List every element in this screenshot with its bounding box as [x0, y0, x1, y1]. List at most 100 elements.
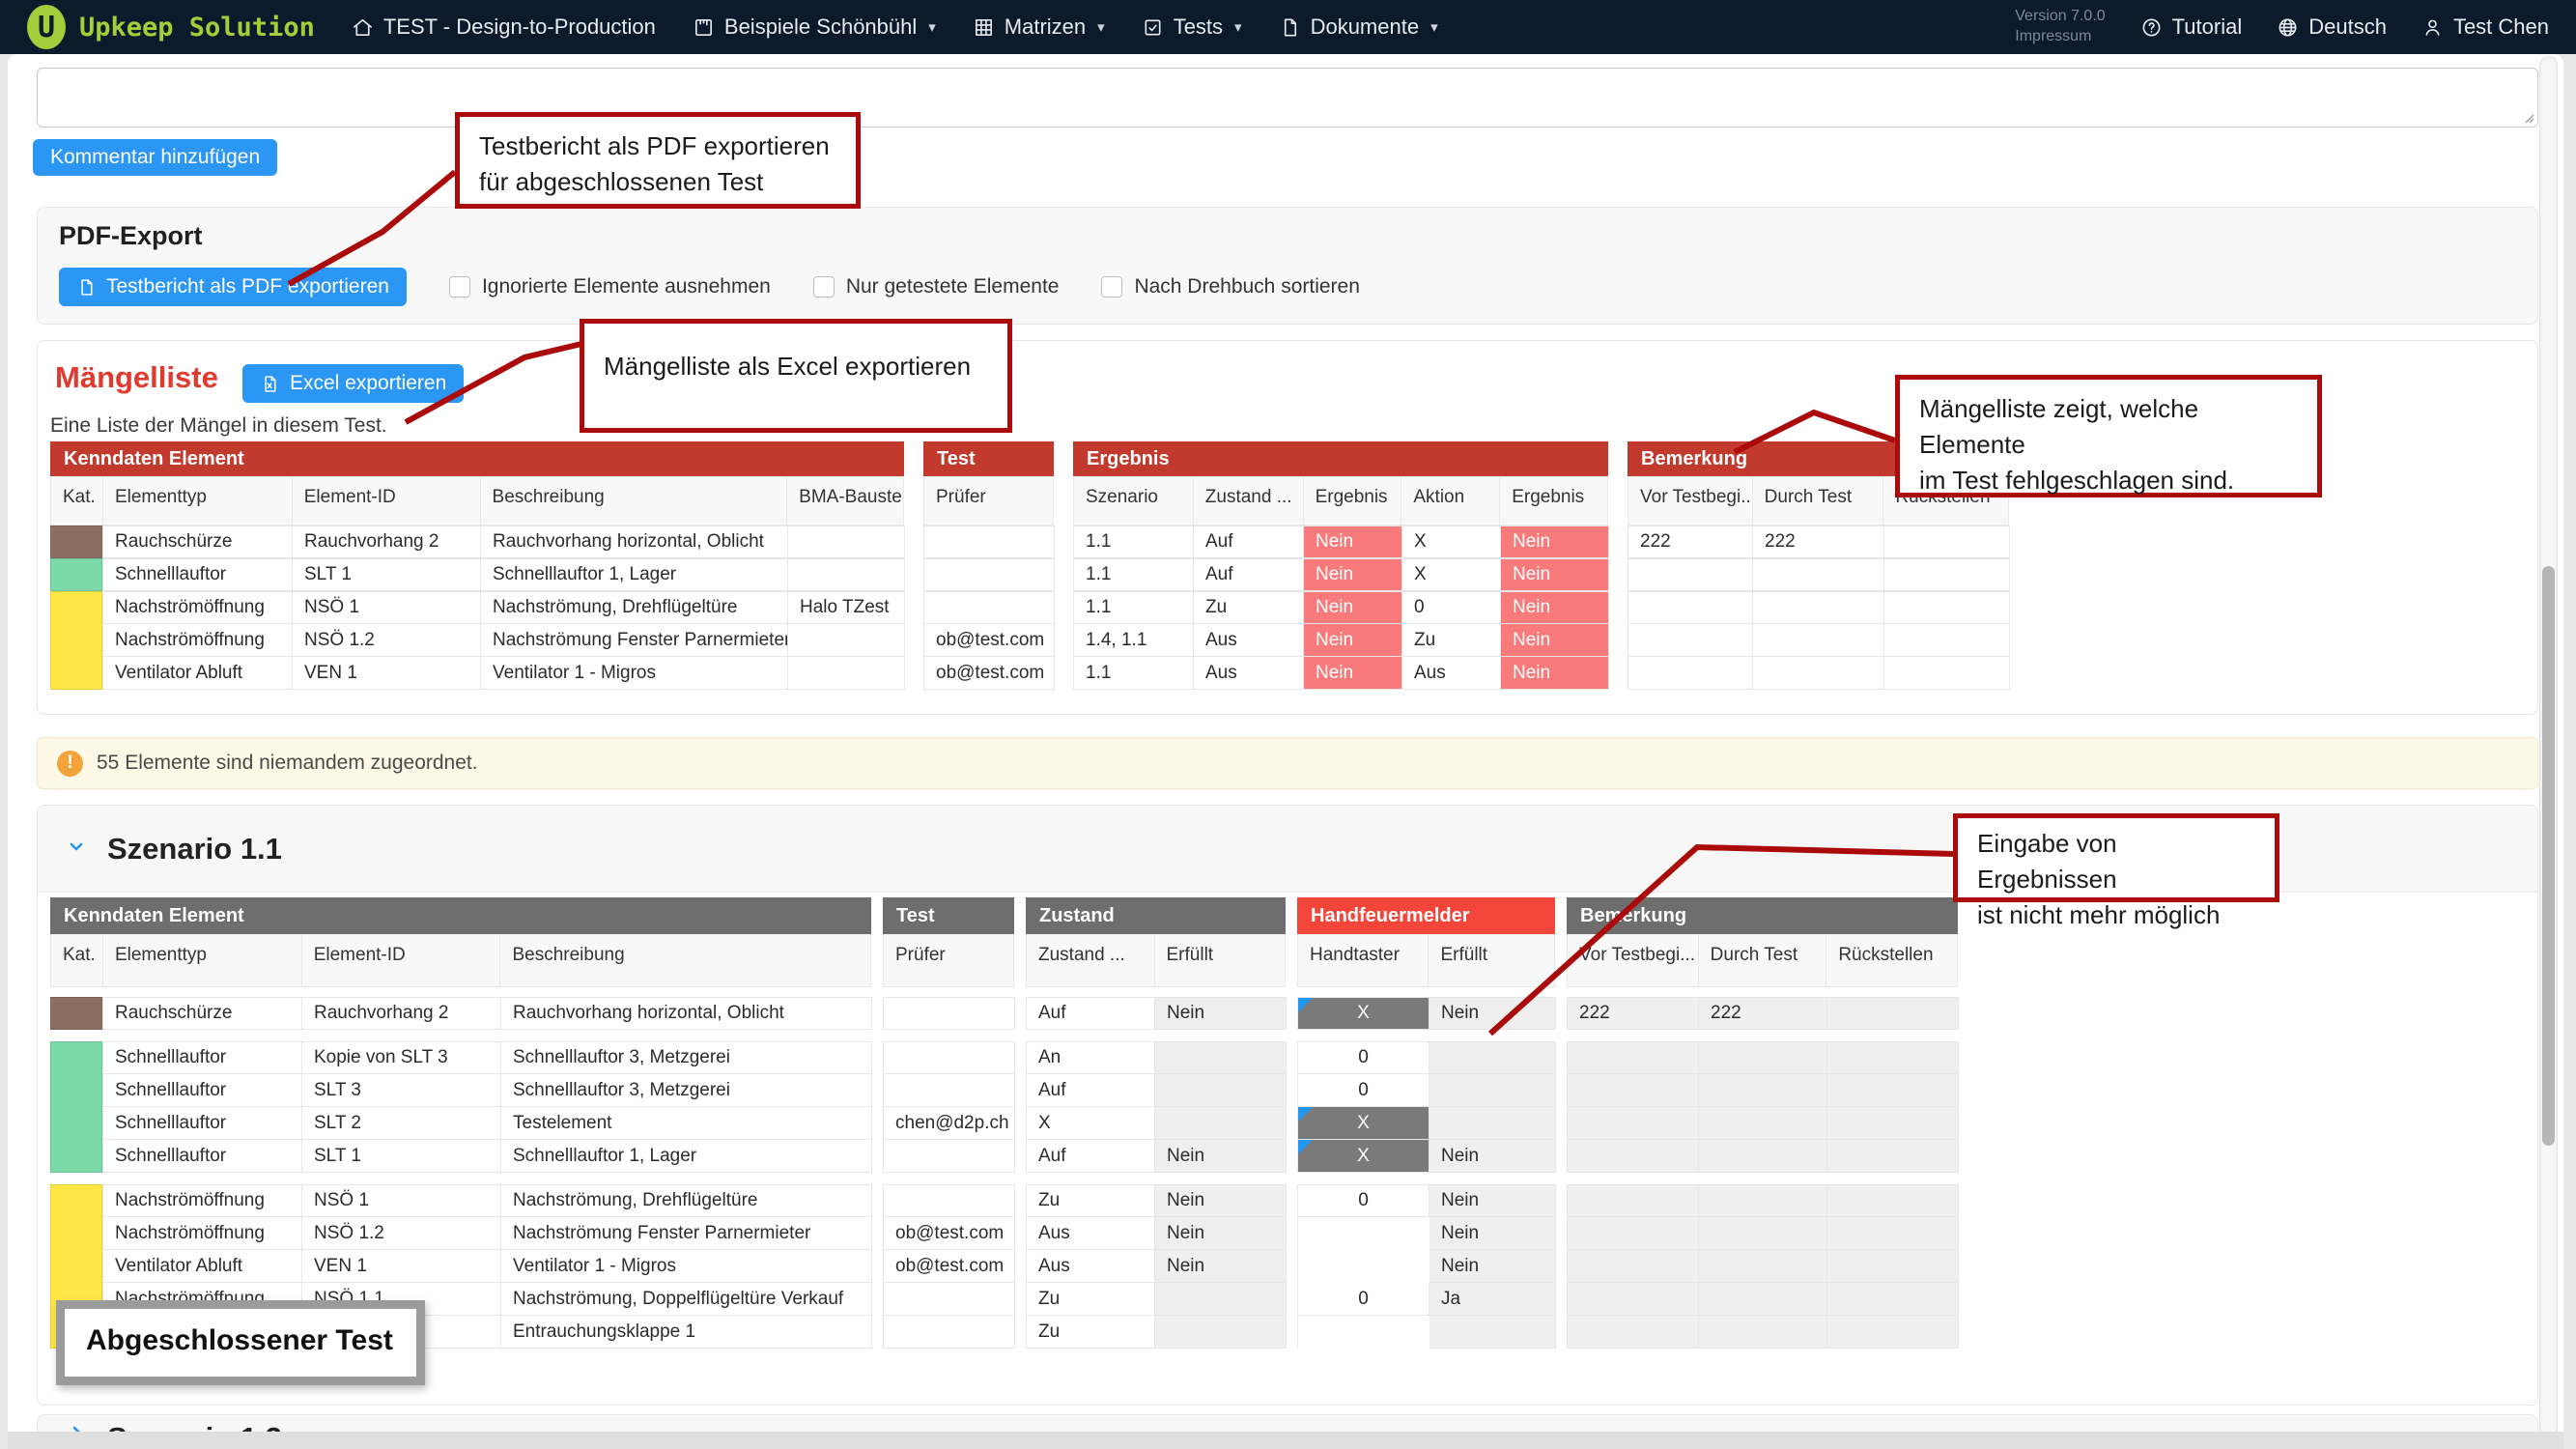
note-marker-icon — [1298, 1140, 1313, 1154]
comment-textarea[interactable] — [37, 68, 2538, 128]
table-cell — [1568, 1283, 1699, 1316]
table-cell: Zu — [1402, 624, 1501, 657]
nav-link-tutorial[interactable]: Tutorial — [2140, 14, 2243, 40]
add-comment-button[interactable]: Kommentar hinzufügen — [33, 139, 278, 176]
table-cell — [1568, 1316, 1699, 1349]
table-cell: 222 — [1753, 526, 1884, 558]
nav-link-test-chen[interactable]: Test Chen — [2421, 14, 2549, 40]
table-cell — [1430, 1107, 1556, 1140]
note-marker-icon — [1298, 1107, 1313, 1122]
category-color-cell — [50, 1041, 102, 1173]
table-cell: X — [1402, 559, 1501, 591]
table-row: Auf — [1026, 1074, 1287, 1107]
warning-banner: ! 55 Elemente sind niemandem zugeordnet. — [37, 737, 2538, 789]
table-row: Zu — [1026, 1283, 1287, 1316]
vertical-scrollbar-track[interactable] — [2539, 56, 2558, 1445]
table-cell: 222 — [1568, 998, 1699, 1030]
checkbox[interactable] — [812, 276, 835, 298]
table-column-headers: Szenario Zustand ... Ergebnis Aktion Ergebni… — [1073, 476, 1608, 526]
resize-grip-icon[interactable] — [2521, 110, 2534, 124]
nav-item-4[interactable]: Tests ▾ — [1142, 14, 1242, 40]
table-cell — [1155, 1107, 1287, 1140]
table-cell — [1568, 1074, 1699, 1107]
main-content: Kommentar hinzufügen PDF-Export Testberi… — [8, 54, 2563, 1449]
table-cell: Schnelllauftor — [103, 1042, 302, 1074]
category-color-cell — [50, 558, 102, 591]
table-cell — [1827, 1217, 1959, 1250]
table-group: Kenndaten Element Kat. Elementtyp Element-I… — [50, 441, 905, 690]
category-color-cell — [50, 526, 102, 558]
nav-link-deutsch[interactable]: Deutsch — [2277, 14, 2387, 40]
export-excel-button[interactable]: Excel exportieren — [242, 364, 465, 403]
impressum-link[interactable]: Impressum — [2015, 28, 2092, 44]
table-cell — [1827, 1042, 1959, 1074]
table-cell: Nein — [1155, 1140, 1287, 1173]
checkbox[interactable] — [1101, 276, 1123, 298]
table-cell: X — [1298, 998, 1430, 1030]
nav-item-5[interactable]: Dokumente ▾ — [1279, 14, 1438, 40]
table-row: 1.1 Zu Nein 0 Nein — [1073, 591, 1609, 624]
table-cell: Nein — [1501, 526, 1609, 558]
table-body: XNein00XXNein0NeinAusNeinAusNein0JaAus — [1297, 987, 1556, 1349]
table-cell: Nachströmung Fenster Parnermieter — [481, 624, 788, 657]
table-cell — [1430, 1042, 1556, 1074]
nav-item-2[interactable]: Beispiele Schönbühl ▾ — [693, 14, 936, 40]
table-cell: 0 — [1298, 1283, 1430, 1316]
nav-item-label: Beispiele Schönbühl — [723, 14, 918, 39]
annotation-line: Mängelliste zeigt, welche Elemente — [1919, 394, 2199, 459]
chevron-down-icon[interactable] — [65, 835, 88, 863]
row-block: 0NeinAusNeinAusNein0JaAus — [1297, 1184, 1556, 1349]
table-cell: Nein — [1155, 1250, 1287, 1283]
table-cell — [884, 998, 1015, 1030]
annotation-line: Eingabe von Ergebnissen — [1977, 829, 2117, 894]
column-header: Erfüllt — [1154, 935, 1286, 987]
nav-item-3[interactable]: Matrizen ▾ — [973, 14, 1105, 40]
nav-item-1[interactable]: TEST - Design-to-Production — [352, 14, 656, 40]
table-cell — [884, 1185, 1015, 1217]
column-header: Kat. — [51, 935, 103, 987]
table-row: chen@d2p.ch — [883, 1107, 1015, 1140]
table-row: Rauchschürze Rauchvorhang 2 Rauchvorhang h… — [102, 997, 872, 1030]
table-row — [1567, 1074, 1959, 1107]
table-group-header: Kenndaten Element — [50, 897, 871, 934]
nav-link-label: Tutorial — [2171, 14, 2243, 39]
table-cell — [788, 559, 905, 591]
caret-down-icon: ▾ — [1097, 19, 1105, 36]
pdf-option-3: Nach Drehbuch sortieren — [1101, 275, 1360, 298]
table-cell: SLT 1 — [302, 1140, 501, 1173]
vertical-scrollbar-thumb[interactable] — [2542, 566, 2555, 1146]
table-cell — [1884, 624, 2010, 657]
table-group: Ergebnis Szenario Zustand ... Ergebnis Aktio… — [1073, 441, 1609, 690]
table-row — [883, 997, 1015, 1030]
column-header: Vor Testbegi... — [1628, 477, 1753, 526]
table-cell: Auf — [1027, 1074, 1155, 1107]
export-pdf-button[interactable]: Testbericht als PDF exportieren — [59, 268, 407, 306]
column-header: Handtaster — [1298, 935, 1430, 987]
table-cell: Schnelllauftor 1, Lager — [481, 559, 788, 591]
table-cell: Rauchvorhang 2 — [302, 998, 501, 1030]
table-row: ob@test.com — [883, 1250, 1015, 1283]
brand[interactable]: U Upkeep Solution — [27, 5, 315, 49]
table-cell: Nachströmöffnung — [103, 592, 293, 624]
nav-menu: TEST - Design-to-Production Beispiele Sch… — [352, 14, 1438, 40]
column-header: Element-ID — [292, 477, 481, 526]
table-row: Nachströmöffnung NSÖ 1.2 Nachströmung Fens… — [102, 1217, 872, 1250]
table-row: ob@test.com — [923, 624, 1055, 657]
column-header: Kat. — [51, 477, 103, 526]
nav-link-label: Deutsch — [2308, 14, 2387, 39]
table-cell: Rauchschürze — [103, 526, 293, 558]
table-cell — [1628, 592, 1753, 624]
table-group-header: Test — [923, 441, 1054, 476]
table-row — [1567, 1217, 1959, 1250]
column-header: Erfüllt — [1429, 935, 1555, 987]
table-row — [1567, 1250, 1959, 1283]
table-cell: Nein — [1430, 1140, 1556, 1173]
table-cell — [1430, 1316, 1556, 1349]
horizontal-scrollbar[interactable] — [8, 1432, 2563, 1449]
table-cell — [1827, 1283, 1959, 1316]
table-cell — [884, 1140, 1015, 1173]
column-header: Ergebnis — [1500, 477, 1608, 526]
column-header: Prüfer — [884, 935, 1014, 987]
checkbox[interactable] — [448, 276, 470, 298]
